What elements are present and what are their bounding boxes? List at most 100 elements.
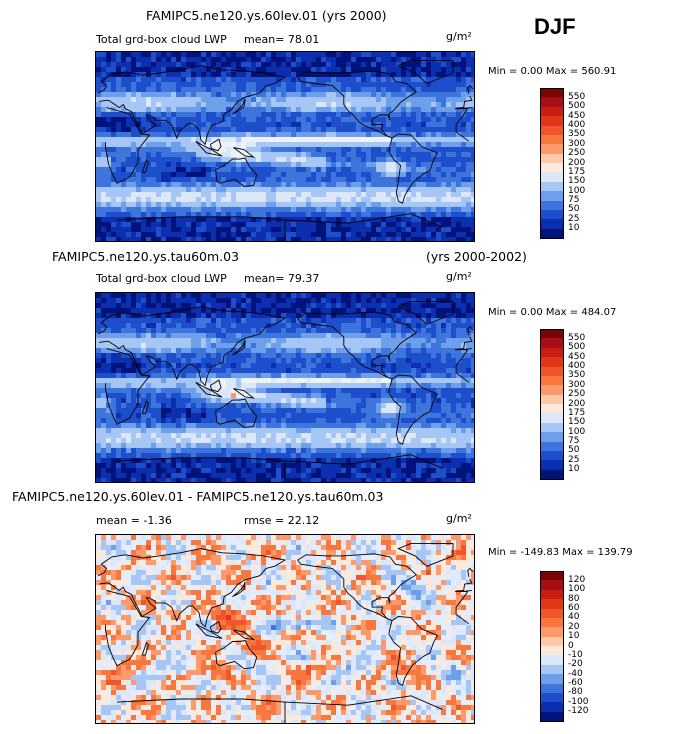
coastline-australia — [215, 157, 258, 187]
colorbar-bin — [540, 116, 564, 126]
panel-1-field-label: Total grd-box cloud LWP — [96, 33, 227, 46]
colorbar-bin — [540, 97, 564, 108]
colorbar-tick-label: 250 — [568, 148, 586, 159]
colorbar-tick-label: 300 — [568, 138, 586, 149]
coastline-eurasia — [463, 589, 472, 592]
coastline-uk — [467, 567, 474, 577]
panel-3-colorbar: 120 100 80 60 40 20 10 0 -10 -20 -40 -60 -80 -100 -120 — [540, 571, 600, 722]
coastline-eurasia — [463, 336, 473, 350]
colorbar-bin — [540, 450, 564, 461]
coastline-greenland — [397, 59, 454, 84]
coastline-japan — [232, 581, 246, 598]
colorbar-bin — [540, 608, 564, 619]
coastline-uk — [467, 84, 474, 95]
colorbar-tick-label: 200 — [568, 157, 586, 168]
colorbar-tick-label: -60 — [568, 678, 583, 688]
colorbar-bin — [540, 692, 564, 703]
colorbar-bin — [540, 422, 564, 433]
colorbar-tick-label: 10 — [568, 223, 580, 234]
colorbar-bin — [540, 228, 564, 239]
colorbar-bin — [540, 375, 564, 386]
colorbar-bin — [540, 200, 564, 211]
coastline-greenland — [397, 300, 454, 325]
coastline-antarctic — [116, 698, 286, 723]
panel-1-map — [95, 51, 475, 242]
colorbar-tick-label: -100 — [568, 696, 589, 707]
colorbar-tick-label: 450 — [568, 351, 586, 362]
colorbar-tick-label: 20 — [568, 621, 580, 632]
coastline-namerica — [297, 553, 418, 622]
colorbar-bin — [540, 413, 564, 424]
coastline-antarctic — [284, 454, 443, 469]
colorbar-bin — [540, 329, 564, 339]
coastline-antarctic — [284, 213, 443, 228]
coastline-madagascar — [141, 159, 150, 174]
colorbar-tick-label: 0 — [568, 640, 574, 651]
colorbar-bin — [540, 404, 564, 414]
colorbar-tick-label: 100 — [568, 584, 586, 595]
colorbar-bin — [540, 711, 564, 722]
coastline-indonesia2 — [209, 379, 222, 393]
colorbar-tick-label: 75 — [568, 195, 580, 205]
map-field — [96, 293, 474, 482]
panel-3-units: g/m² — [446, 512, 472, 525]
colorbar-bin — [540, 163, 564, 173]
colorbar-tick-label: 10 — [568, 631, 580, 642]
coastline-uk — [467, 325, 474, 336]
colorbar-bin — [540, 338, 564, 349]
panel-1-units: g/m² — [446, 30, 472, 43]
panel-1-title: FAMIPC5.ne120.ys.60lev.01 (yrs 2000) — [146, 8, 387, 23]
colorbar-tick-label: 150 — [568, 176, 586, 187]
colorbar-tick-label: 250 — [568, 389, 586, 400]
panel-3-rmse: rmse = 22.12 — [244, 514, 320, 527]
coastline-antarctic — [116, 457, 286, 482]
colorbar-tick-label: 50 — [568, 445, 580, 456]
coastline-africa — [105, 348, 151, 425]
coastline-antarctic — [116, 216, 286, 241]
colorbar-bin — [540, 683, 564, 694]
colorbar-tick-label: 120 — [568, 574, 586, 585]
colorbar-tick-label: 400 — [568, 361, 586, 371]
panel-2-minmax: Min = 0.00 Max = 484.07 — [488, 307, 617, 318]
coastline-samerica — [388, 616, 438, 687]
colorbar-bin — [540, 191, 564, 201]
colorbar-tick-label: 400 — [568, 120, 586, 130]
colorbar-tick-label: 350 — [568, 370, 586, 381]
coastline-samerica — [388, 374, 438, 445]
colorbar-bin — [540, 655, 564, 666]
coastline-samerica — [388, 133, 438, 204]
coastline-antarctic — [284, 695, 443, 710]
panel-2-title: FAMIPC5.ne120.ys.tau60m.03 — [52, 249, 240, 264]
panel-2-colorbar: 550 500 450 400 350 300 250 200 175 150 100 75 50 25 1… — [540, 329, 600, 480]
colorbar-tick-label: 80 — [568, 593, 580, 604]
coastline-indonesia1 — [195, 381, 223, 398]
coastline-indonesia2 — [209, 621, 222, 634]
colorbar-tick-label: 550 — [568, 91, 586, 102]
coastline-indonesia1 — [195, 140, 223, 157]
panel-3-mean: mean = -1.36 — [96, 514, 172, 527]
colorbar-tick-label: -40 — [568, 668, 583, 679]
panel-3-title: FAMIPC5.ne120.ys.60lev.01 - FAMIPC5.ne12… — [12, 489, 384, 504]
panel-2-field-label: Total grd-box cloud LWP — [96, 272, 227, 285]
colorbar-bin — [540, 460, 564, 471]
panel-1-colorbar: 550 500 450 400 350 300 250 200 175 150 100 75 50 25 1… — [540, 88, 600, 239]
colorbar-tick-label: 100 — [568, 185, 586, 196]
coastline-eurasia — [463, 348, 472, 351]
coastline-namerica — [297, 70, 418, 139]
colorbar-tick-label: 200 — [568, 398, 586, 409]
colorbar-tick-label: 40 — [568, 612, 580, 623]
panel-2-units: g/m² — [446, 270, 472, 283]
colorbar-tick-label: 60 — [568, 603, 580, 613]
colorbar-tick-label: -20 — [568, 659, 583, 670]
coastline-australia — [215, 398, 258, 428]
colorbar-bin — [540, 571, 564, 581]
colorbar-bin — [540, 88, 564, 98]
coastline-newguinea — [233, 147, 256, 158]
coastline-greenland — [397, 542, 454, 567]
colorbar-bin — [540, 646, 564, 656]
coastline-namerica — [297, 311, 418, 380]
colorbar-bin — [540, 134, 564, 145]
map-field — [96, 52, 474, 241]
coastline-eurasia — [463, 107, 472, 110]
colorbar-bin — [540, 432, 564, 442]
